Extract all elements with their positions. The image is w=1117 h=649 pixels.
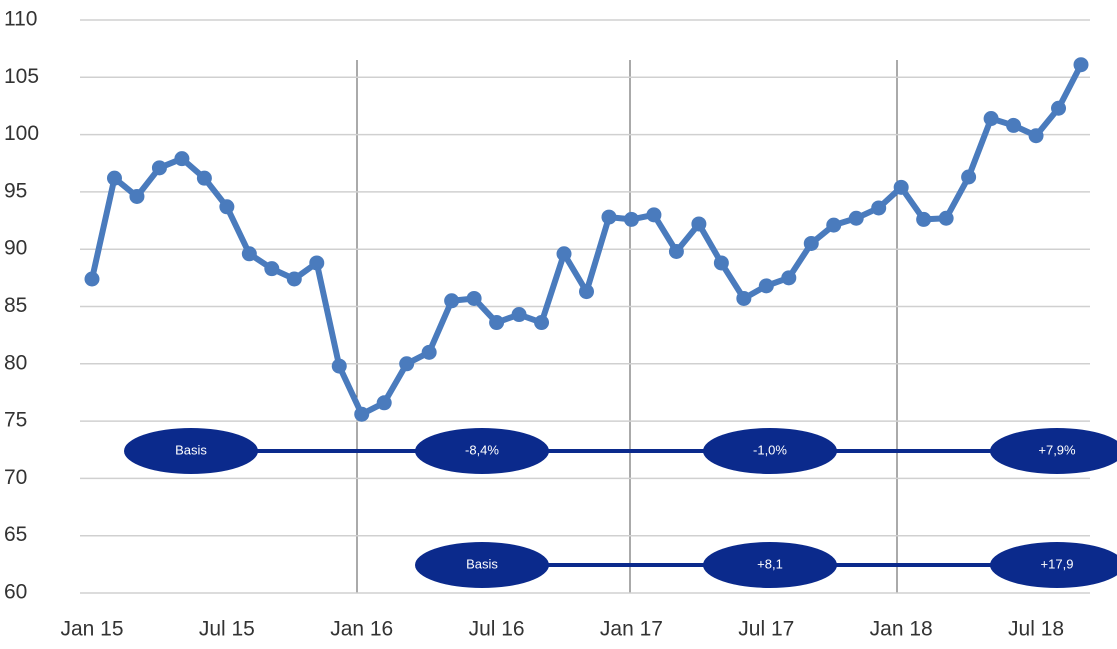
y-tick-label: 70 (4, 466, 27, 489)
data-point (241, 246, 257, 262)
data-point (871, 200, 887, 216)
data-line (89, 63, 1084, 418)
annotation-bubble (415, 428, 549, 474)
data-point (556, 246, 572, 262)
data-point (601, 209, 617, 225)
x-tick-label: Jul 15 (199, 618, 255, 641)
annotation-label: Basis (175, 442, 207, 457)
y-tick-label: 90 (4, 237, 27, 260)
data-point (736, 290, 752, 306)
annotation-label: +8,1 (757, 556, 783, 571)
data-point (938, 210, 954, 226)
data-point (1028, 128, 1044, 144)
data-point (264, 261, 280, 277)
x-tick-label: Jan 15 (60, 618, 123, 641)
y-tick-label: 80 (4, 351, 27, 374)
data-point (219, 199, 235, 215)
annotation-bubble (990, 542, 1117, 588)
annotation-bubble (990, 428, 1117, 474)
annotation-label: +17,9 (1041, 556, 1074, 571)
y-tick-label: 60 (4, 581, 27, 604)
y-tick-label: 100 (4, 122, 39, 145)
y-tick-label: 95 (4, 179, 27, 202)
data-point (1006, 117, 1022, 133)
x-tick-label: Jul 16 (469, 618, 525, 641)
data-point (781, 270, 797, 286)
data-point (174, 151, 190, 167)
annotation-label: -8,4% (465, 442, 499, 457)
annotation-bubble (124, 428, 258, 474)
data-point (1073, 57, 1089, 73)
data-point (399, 356, 415, 372)
data-point (309, 255, 325, 271)
y-tick-label: 105 (4, 65, 39, 88)
annotation-bubble (703, 428, 837, 474)
data-point (623, 211, 639, 227)
data-point (803, 235, 819, 251)
data-point (376, 395, 392, 411)
data-point (286, 271, 302, 287)
y-tick-label: 75 (4, 409, 27, 432)
annotation-bubble (703, 542, 837, 588)
data-point (893, 179, 909, 195)
data-point (354, 406, 370, 422)
data-point (129, 188, 145, 204)
y-tick-label: 85 (4, 294, 27, 317)
annotation-bubble (415, 542, 549, 588)
data-point (489, 315, 505, 331)
x-tick-label: Jul 17 (738, 618, 794, 641)
data-point (331, 358, 347, 374)
x-tick-label: Jan 18 (870, 618, 933, 641)
data-point (106, 170, 122, 186)
annotation-label: -1,0% (753, 442, 787, 457)
x-tick-label: Jan 16 (330, 618, 393, 641)
data-point (196, 170, 212, 186)
data-point (511, 307, 527, 323)
data-point (444, 293, 460, 309)
data-point (961, 169, 977, 185)
data-point (916, 211, 932, 227)
data-point (713, 255, 729, 271)
data-point (758, 278, 774, 294)
data-point (466, 290, 482, 306)
data-point (668, 243, 684, 259)
x-tick-label: Jan 17 (600, 618, 663, 641)
data-point (534, 315, 550, 331)
data-point (151, 160, 167, 176)
data-point (84, 271, 100, 287)
data-point (848, 210, 864, 226)
data-point (983, 111, 999, 127)
data-point (646, 207, 662, 223)
data-point (421, 344, 437, 360)
y-tick-label: 65 (4, 523, 27, 546)
y-tick-label: 110 (4, 8, 37, 31)
data-point (691, 216, 707, 232)
data-point (579, 284, 594, 300)
data-point (826, 217, 842, 233)
annotation-label: +7,9% (1038, 442, 1076, 457)
annotation-label: Basis (466, 556, 498, 571)
x-tick-label: Jul 18 (1008, 618, 1064, 641)
data-point (1051, 100, 1067, 116)
